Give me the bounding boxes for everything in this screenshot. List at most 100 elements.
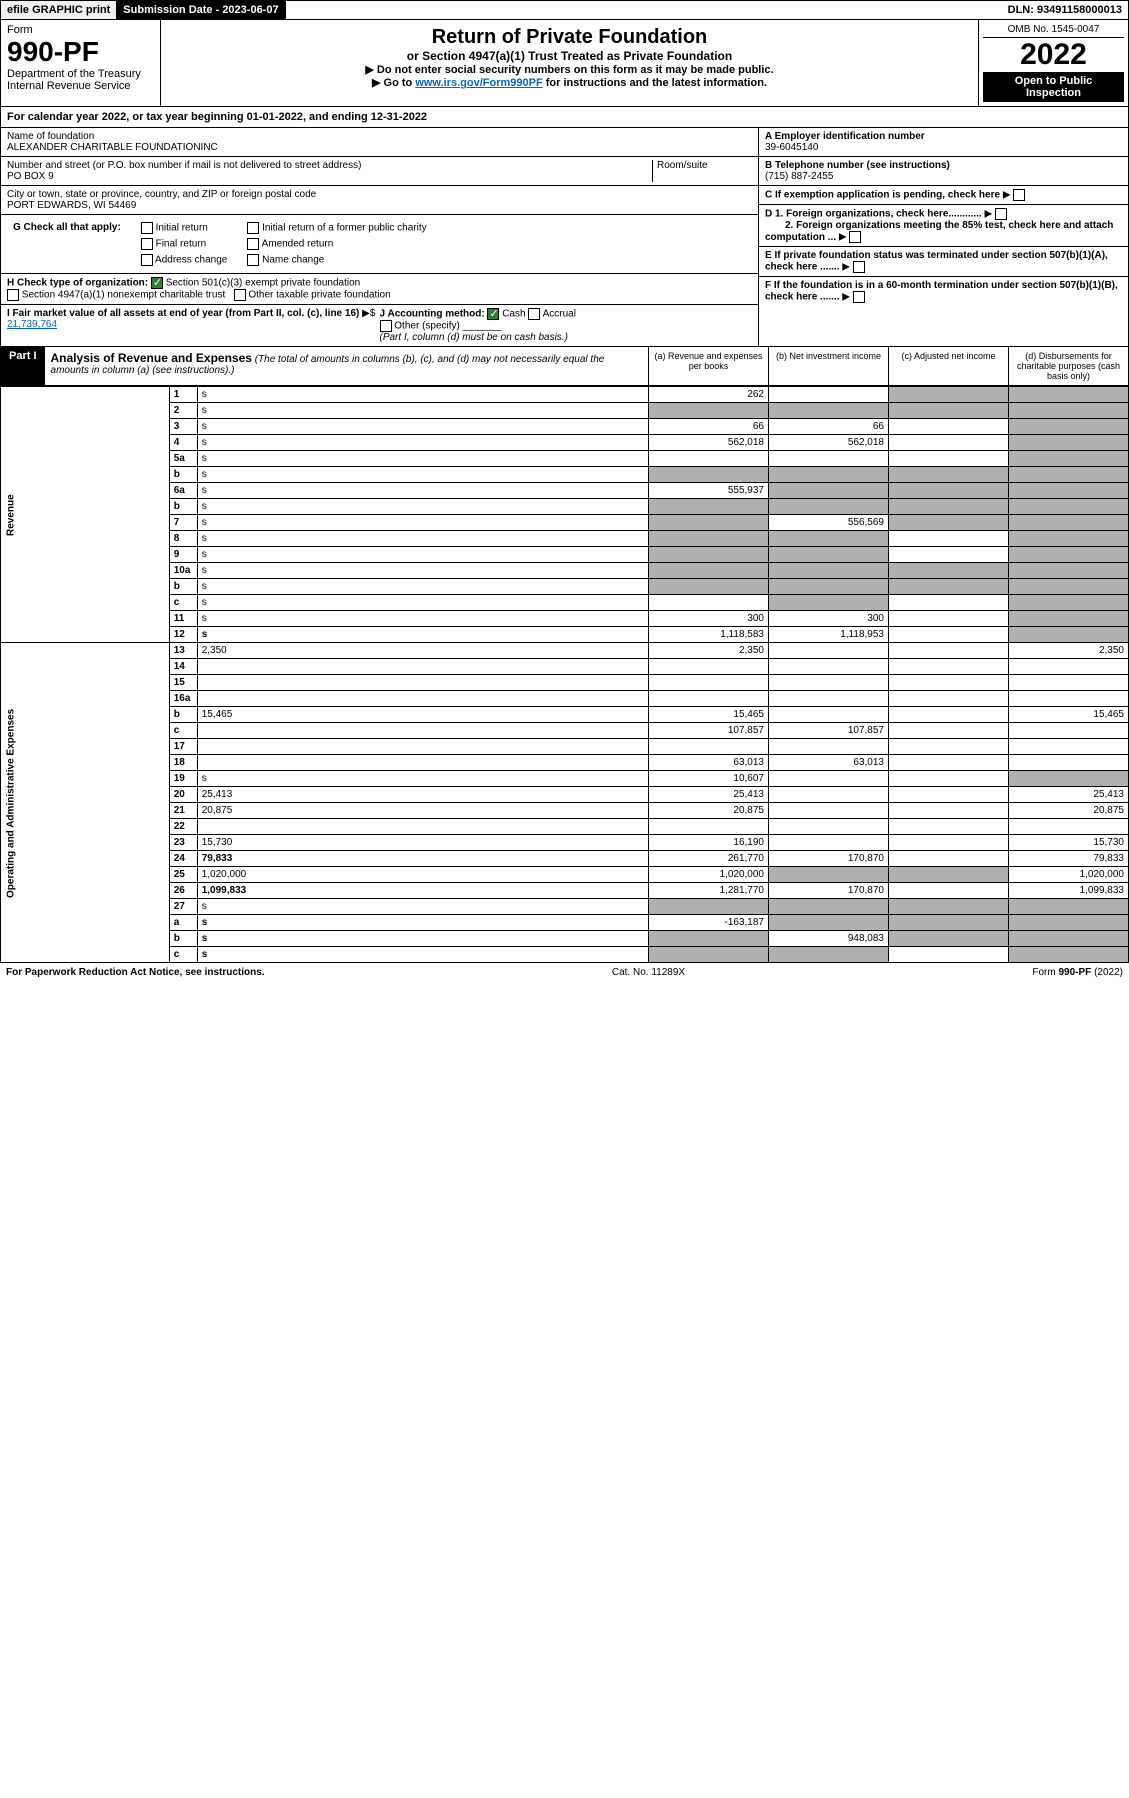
fmv-link[interactable]: 21,739,764 xyxy=(7,319,57,330)
amount-cell xyxy=(1009,739,1129,755)
row-number: 8 xyxy=(169,531,197,547)
amount-cell xyxy=(1009,675,1129,691)
amount-cell xyxy=(769,531,889,547)
amount-cell xyxy=(889,723,1009,739)
checkbox-icon[interactable] xyxy=(141,254,153,266)
checkbox-icon[interactable] xyxy=(247,238,259,250)
amount-cell: 79,833 xyxy=(1009,851,1129,867)
row-number: 24 xyxy=(169,851,197,867)
row-description: s xyxy=(197,563,648,579)
amount-cell: 66 xyxy=(649,419,769,435)
checkbox-icon[interactable] xyxy=(380,320,392,332)
amount-cell xyxy=(769,803,889,819)
amount-cell: 1,020,000 xyxy=(649,867,769,883)
efile-print-button[interactable]: efile GRAPHIC print xyxy=(1,1,117,19)
checkbox-icon[interactable] xyxy=(853,291,865,303)
cal-year-end: 12-31-2022 xyxy=(371,111,427,123)
row-description: s xyxy=(197,931,648,947)
checkbox-icon[interactable] xyxy=(247,254,259,266)
irs-link[interactable]: www.irs.gov/Form990PF xyxy=(415,77,542,89)
amount-cell xyxy=(889,547,1009,563)
checkbox-icon[interactable] xyxy=(995,208,1007,220)
amount-cell xyxy=(889,627,1009,643)
foundation-city: PORT EDWARDS, WI 54469 xyxy=(7,200,752,211)
amount-cell xyxy=(649,515,769,531)
checkbox-icon[interactable] xyxy=(247,222,259,234)
amount-cell xyxy=(1009,467,1129,483)
checkbox-icon[interactable] xyxy=(141,238,153,250)
g-opt-initial: Initial return xyxy=(141,222,228,234)
row-number: 21 xyxy=(169,803,197,819)
instruction-2: ▶ Go to www.irs.gov/Form990PF for instru… xyxy=(167,76,972,89)
info-left: Name of foundation ALEXANDER CHARITABLE … xyxy=(1,128,758,346)
amount-cell xyxy=(769,947,889,963)
amount-cell xyxy=(649,659,769,675)
amount-cell: 170,870 xyxy=(769,851,889,867)
amount-cell xyxy=(889,659,1009,675)
amount-cell xyxy=(1009,435,1129,451)
row-description: s xyxy=(197,547,648,563)
form-label: Form xyxy=(7,24,154,36)
h-opt2: Section 4947(a)(1) nonexempt charitable … xyxy=(22,290,225,301)
amount-cell xyxy=(889,755,1009,771)
row-description: s xyxy=(197,483,648,499)
amount-cell: 15,465 xyxy=(1009,707,1129,723)
dln-number: DLN: 93491158000013 xyxy=(1002,1,1128,19)
checkbox-icon[interactable] xyxy=(234,289,246,301)
row-number: c xyxy=(169,595,197,611)
amount-cell: 562,018 xyxy=(649,435,769,451)
amount-cell: 1,099,833 xyxy=(1009,883,1129,899)
amount-cell xyxy=(1009,899,1129,915)
row-number: b xyxy=(169,707,197,723)
info-box: Name of foundation ALEXANDER CHARITABLE … xyxy=(0,128,1129,347)
amount-cell xyxy=(1009,627,1129,643)
amount-cell xyxy=(1009,547,1129,563)
row-number: 22 xyxy=(169,819,197,835)
amount-cell xyxy=(649,899,769,915)
checkbox-icon[interactable] xyxy=(849,231,861,243)
amount-cell: 262 xyxy=(649,387,769,403)
row-description: s xyxy=(197,499,648,515)
amount-cell xyxy=(1009,403,1129,419)
checkbox-checked-icon[interactable] xyxy=(151,277,163,289)
addr-label: Number and street (or P.O. box number if… xyxy=(7,160,652,171)
row-description: 2,350 xyxy=(197,643,648,659)
footer-center: Cat. No. 11289X xyxy=(265,967,1033,978)
row-description: 15,465 xyxy=(197,707,648,723)
row-description xyxy=(197,739,648,755)
checkbox-icon[interactable] xyxy=(528,308,540,320)
info-right: A Employer identification number 39-6045… xyxy=(758,128,1128,346)
checkbox-icon[interactable] xyxy=(853,261,865,273)
j-other: Other (specify) xyxy=(394,321,460,332)
page-footer: For Paperwork Reduction Act Notice, see … xyxy=(0,963,1129,982)
amount-cell xyxy=(769,451,889,467)
amount-cell xyxy=(769,787,889,803)
amount-cell xyxy=(649,499,769,515)
row-number: a xyxy=(169,915,197,931)
row-description: s xyxy=(197,435,648,451)
row-description: 20,875 xyxy=(197,803,648,819)
row-description xyxy=(197,659,648,675)
phone-value: (715) 887-2455 xyxy=(765,171,1122,182)
amount-cell xyxy=(769,867,889,883)
checkbox-checked-icon[interactable] xyxy=(487,308,499,320)
header-right: OMB No. 1545-0047 2022 Open to Public In… xyxy=(978,20,1128,106)
amount-cell xyxy=(769,771,889,787)
amount-cell: 1,281,770 xyxy=(649,883,769,899)
row-description: s xyxy=(197,771,648,787)
row-number: b xyxy=(169,579,197,595)
checkbox-icon[interactable] xyxy=(7,289,19,301)
amount-cell xyxy=(649,579,769,595)
amount-cell xyxy=(1009,515,1129,531)
table-row: Operating and Administrative Expenses132… xyxy=(1,643,1129,659)
amount-cell: 170,870 xyxy=(769,883,889,899)
checkbox-icon[interactable] xyxy=(141,222,153,234)
amount-cell xyxy=(889,915,1009,931)
amount-cell xyxy=(1009,931,1129,947)
amount-cell xyxy=(1009,499,1129,515)
amount-cell xyxy=(889,675,1009,691)
checkbox-icon[interactable] xyxy=(1013,189,1025,201)
amount-cell xyxy=(889,419,1009,435)
amount-cell: 2,350 xyxy=(649,643,769,659)
h-label: H Check type of organization: xyxy=(7,278,148,289)
